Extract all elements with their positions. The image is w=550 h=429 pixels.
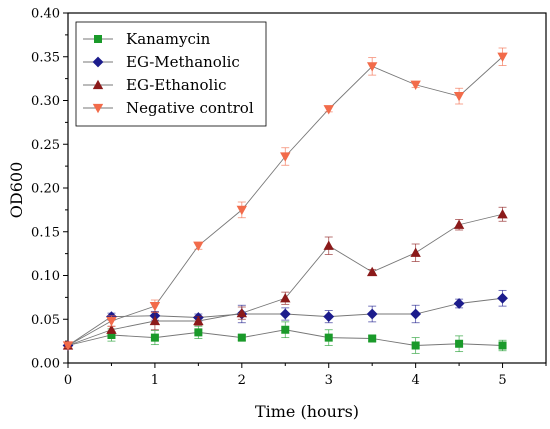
legend-label: EG-Methanolic: [126, 53, 240, 71]
data-point: [279, 308, 291, 320]
data-point: [236, 307, 248, 318]
axes: 0.00 0.05 0.10 0.15 0.20 0.25 0.30 0.35 0.40 0 1 2 3…: [31, 7, 547, 388]
data-point: [453, 91, 465, 102]
data-point: [149, 315, 161, 326]
series-1: [64, 321, 507, 354]
data-point: [194, 328, 203, 337]
y-tick-label: 0.00: [31, 357, 60, 372]
data-point: [150, 333, 159, 342]
series-3: [62, 206, 508, 350]
data-point: [280, 152, 291, 162]
x-axis-title: Time (hours): [255, 402, 359, 421]
y-tick-label: 0.25: [31, 138, 60, 153]
data-point: [323, 240, 334, 250]
data-point: [323, 105, 334, 115]
y-tick-label: 0.30: [31, 94, 60, 109]
data-point: [193, 241, 204, 251]
data-point: [366, 266, 378, 277]
data-point: [62, 341, 74, 351]
data-point: [453, 298, 465, 309]
data-point: [410, 308, 422, 320]
data-point: [106, 324, 117, 334]
x-tick-label: 0: [64, 373, 72, 388]
data-point: [453, 219, 465, 229]
data-point: [149, 301, 161, 312]
legend-label: Negative control: [126, 99, 254, 117]
data-point: [323, 311, 335, 323]
data-point: [236, 205, 248, 216]
data-point: [455, 339, 464, 348]
legend-marker: [92, 56, 104, 68]
y-tick-label: 0.20: [31, 182, 60, 197]
legend-label: EG-Ethanolic: [126, 76, 227, 94]
data-point: [280, 293, 291, 303]
data-point: [497, 209, 508, 219]
y-tick-label: 0.10: [31, 269, 60, 284]
x-tick-label: 5: [498, 373, 506, 388]
data-point: [193, 315, 204, 326]
data-point: [107, 331, 116, 339]
series-layer: [62, 47, 508, 354]
x-tick-label: 3: [325, 373, 333, 388]
data-point: [411, 341, 420, 350]
y-axis-title: OD600: [7, 162, 26, 218]
x-tick-label: 1: [151, 373, 159, 388]
y-tick-label: 0.15: [31, 225, 60, 240]
legend-marker: [92, 79, 104, 90]
data-point: [410, 80, 421, 90]
data-point: [324, 333, 333, 342]
legend-marker: [94, 35, 102, 43]
series-4: [62, 47, 508, 351]
y-tick-label: 0.35: [31, 50, 60, 65]
data-point: [366, 62, 378, 72]
legend-label: Kanamycin: [126, 30, 211, 48]
data-point: [410, 247, 421, 257]
legend: Kanamycin EG-Methanolic EG-Ethanolic Negati…: [75, 21, 267, 127]
data-point: [497, 52, 508, 62]
x-tick-label: 4: [411, 373, 419, 388]
data-point: [366, 308, 378, 320]
data-point: [237, 333, 246, 342]
data-point: [498, 341, 507, 350]
y-tick-label: 0.40: [31, 7, 60, 22]
data-point: [368, 334, 377, 343]
legend-marker: [92, 103, 104, 114]
data-point: [106, 316, 117, 327]
y-tick-label: 0.05: [31, 313, 60, 328]
data-point: [497, 292, 508, 304]
x-tick-label: 2: [238, 373, 246, 388]
data-point: [281, 325, 290, 334]
